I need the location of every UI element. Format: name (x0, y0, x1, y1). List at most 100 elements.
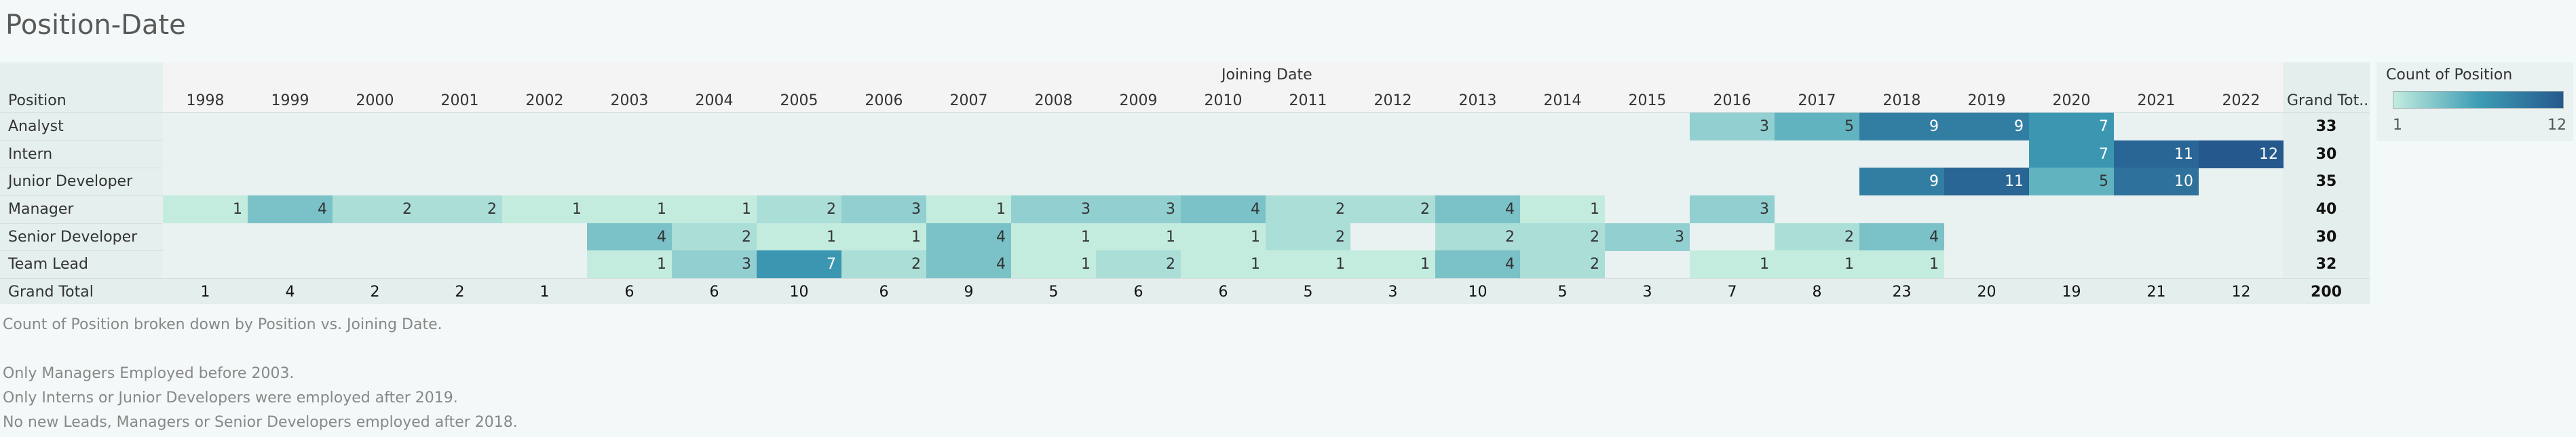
column-total: 5 (1048, 284, 1059, 301)
heatmap-cell (1775, 250, 1859, 279)
cell-value: 4 (1251, 201, 1260, 218)
heatmap-cell (1520, 195, 1605, 224)
cell-value: 4 (996, 256, 1006, 273)
heatmap-cell (1859, 113, 1944, 141)
column-header-2020: 2020 (2052, 92, 2091, 109)
header-separator (0, 112, 2370, 113)
heatmap-cell (1011, 223, 1096, 251)
row-label-column (0, 62, 163, 304)
heatmap-cell (333, 195, 417, 224)
legend-max-label: 12 (2547, 117, 2566, 134)
cell-value: 7 (827, 256, 836, 273)
cell-value: 2 (1505, 228, 1515, 246)
column-header-2005: 2005 (780, 92, 818, 109)
cell-value: 1 (657, 201, 666, 218)
grand-total-column (2283, 62, 2370, 304)
cell-value: 1 (827, 228, 836, 246)
cell-value: 1 (1081, 228, 1091, 246)
cell-value: 1 (1760, 256, 1769, 273)
cell-value: 1 (911, 228, 921, 246)
column-total: 2 (455, 284, 465, 301)
chart-title: Position-Date (5, 10, 186, 41)
heatmap-cell (1350, 195, 1435, 224)
heatmap-cell (1859, 223, 1944, 251)
heatmap-cell (1520, 223, 1605, 251)
column-total: 6 (1218, 284, 1228, 301)
heatmap-cell (1266, 195, 1350, 224)
column-total: 6 (709, 284, 719, 301)
column-total: 7 (1727, 284, 1737, 301)
row-divider (0, 140, 163, 141)
cell-value: 4 (657, 228, 666, 246)
row-grand-total: 30 (2315, 228, 2337, 246)
heatmap-cell (1096, 250, 1181, 279)
column-header-2019: 2019 (1967, 92, 2006, 109)
heatmap-cell (1181, 195, 1266, 224)
row-divider (0, 223, 163, 224)
note-leads: No new Leads, Managers or Senior Develop… (3, 414, 518, 431)
column-total: 3 (1388, 284, 1398, 301)
heatmap-cell (926, 195, 1011, 224)
heatmap-cell (417, 195, 502, 224)
cell-value: 1 (996, 201, 1006, 218)
heatmap-cell (841, 250, 926, 279)
cell-value: 2 (1166, 256, 1175, 273)
row-grand-total: 32 (2315, 256, 2337, 273)
grand-total-value: 200 (2311, 284, 2342, 301)
heatmap-cell (757, 223, 841, 251)
heatmap-cell (1266, 223, 1350, 251)
heatmap-cell (163, 195, 248, 224)
cell-value: 3 (1081, 201, 1091, 218)
cell-value: 1 (657, 256, 666, 273)
heatmap-cell (841, 223, 926, 251)
column-header-2003: 2003 (610, 92, 649, 109)
heatmap-cell (1096, 223, 1181, 251)
column-header-2018: 2018 (1882, 92, 1921, 109)
cell-value: 1 (1929, 256, 1939, 273)
heatmap-cell (2029, 140, 2114, 168)
cell-value: 5 (2099, 173, 2108, 191)
cell-value: 3 (1166, 201, 1175, 218)
cell-value: 10 (2174, 173, 2193, 191)
note-description: Count of Position broken down by Positio… (3, 316, 442, 333)
note-interns: Only Interns or Junior Developers were e… (3, 390, 458, 406)
grand-total-row (0, 278, 2370, 304)
column-total: 4 (285, 284, 295, 301)
cell-value: 2 (742, 228, 751, 246)
heatmap-cell (1350, 250, 1435, 279)
cell-value: 2 (1336, 201, 1345, 218)
column-header-2001: 2001 (440, 92, 479, 109)
column-header-2009: 2009 (1119, 92, 1158, 109)
heatmap-cell (1181, 250, 1266, 279)
heatmap-cell (1520, 250, 1605, 279)
cell-value: 3 (1760, 201, 1769, 218)
heatmap-cell (1944, 113, 2029, 141)
legend-title: Count of Position (2386, 66, 2513, 83)
heatmap-cell (1096, 195, 1181, 224)
column-header-2012: 2012 (1374, 92, 1412, 109)
heatmap-table: Joining Date Position Grand Tot.. 1998 19… (0, 62, 2370, 304)
heatmap-cell (1859, 168, 1944, 196)
column-total: 8 (1812, 284, 1822, 301)
column-total: 21 (2146, 284, 2166, 301)
heatmap-cell (2114, 168, 2199, 196)
heatmap-cell (1435, 195, 1520, 224)
column-header-title: Joining Date (1221, 66, 1312, 83)
cell-value: 11 (2174, 145, 2193, 163)
column-header-2015: 2015 (1628, 92, 1667, 109)
column-header-2013: 2013 (1458, 92, 1497, 109)
column-total: 6 (1133, 284, 1143, 301)
column-total: 19 (2062, 284, 2081, 301)
column-total: 1 (200, 284, 210, 301)
column-header-2006: 2006 (865, 92, 903, 109)
column-header-1998: 1998 (186, 92, 225, 109)
cell-value: 4 (996, 228, 1006, 246)
row-label: Senior Developer (8, 228, 138, 246)
column-header-2017: 2017 (1798, 92, 1836, 109)
heatmap-cell (1690, 113, 1775, 141)
grand-total-row-label: Grand Total (8, 284, 94, 301)
heatmap-cell (1435, 250, 1520, 279)
row-grand-total: 40 (2315, 201, 2337, 218)
cell-value: 4 (1929, 228, 1939, 246)
cell-value: 1 (1336, 256, 1345, 273)
